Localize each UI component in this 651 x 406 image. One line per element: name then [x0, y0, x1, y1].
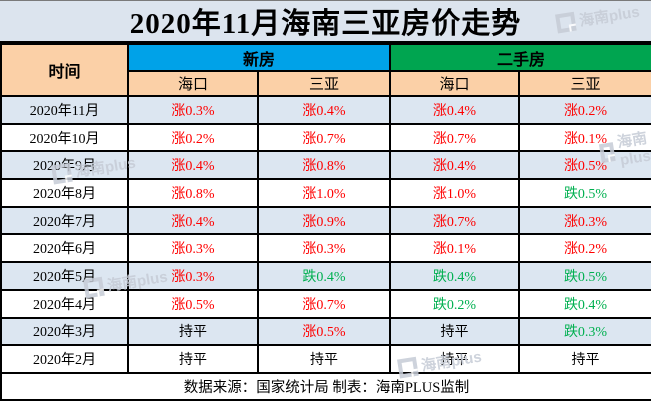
value-cell: 涨0.4%	[389, 150, 521, 181]
value-cell: 涨0.9%	[256, 205, 392, 236]
footer-note: 数据来源：国家统计局 制表：海南PLUS监制	[0, 371, 651, 401]
value-cell: 涨0.5%	[127, 288, 259, 319]
value-cell: 涨0.4%	[127, 150, 259, 181]
value-cell: 涨0.4%	[127, 205, 259, 236]
page-title: 2020年11月海南三亚房价走势	[0, 0, 651, 43]
month-cell: 2020年8月	[0, 178, 129, 208]
value-cell: 涨0.8%	[256, 150, 392, 181]
table-row: 2020年2月 持平 持平 持平 持平	[0, 344, 651, 374]
value-cell: 持平	[256, 344, 392, 374]
value-cell: 跌0.4%	[518, 288, 651, 319]
value-cell: 跌0.2%	[389, 288, 521, 319]
value-cell: 持平	[518, 344, 651, 374]
value-cell: 涨0.3%	[127, 261, 259, 291]
value-cell: 涨0.2%	[518, 233, 651, 264]
value-cell: 涨0.7%	[389, 205, 521, 236]
sub-header-row: 海口 三亚 海口 三亚	[1, 70, 651, 97]
price-table: 时间 新房 二手房 海口 三亚 海口 三亚 2020年11月 涨0.3% 涨0.4%…	[0, 43, 651, 401]
value-cell: 涨0.7%	[256, 122, 392, 153]
value-cell: 涨0.3%	[256, 233, 392, 264]
month-cell: 2020年3月	[0, 316, 129, 347]
sub-header-new-sanya: 三亚	[256, 70, 392, 97]
table-row: 2020年7月 涨0.4% 涨0.9% 涨0.7% 涨0.3%	[0, 205, 651, 236]
month-cell: 2020年9月	[0, 150, 129, 181]
value-cell: 跌0.5%	[518, 178, 651, 208]
month-cell: 2020年5月	[0, 261, 129, 291]
value-cell: 涨1.0%	[256, 178, 392, 208]
value-cell: 涨0.5%	[256, 316, 392, 347]
month-cell: 2020年2月	[0, 344, 129, 374]
sub-header-secondhand-sanya: 三亚	[518, 70, 651, 97]
value-cell: 跌0.4%	[256, 261, 392, 291]
value-cell: 持平	[127, 316, 259, 347]
value-cell: 持平	[389, 316, 521, 347]
table-row: 2020年9月 涨0.4% 涨0.8% 涨0.4% 涨0.5%	[0, 150, 651, 181]
value-cell: 涨0.2%	[518, 95, 651, 125]
value-cell: 涨0.4%	[256, 95, 392, 125]
value-cell: 涨0.1%	[389, 233, 521, 264]
time-column-header: 时间	[0, 43, 129, 97]
value-cell: 跌0.3%	[518, 316, 651, 347]
month-cell: 2020年6月	[0, 233, 129, 264]
month-cell: 2020年4月	[0, 288, 129, 319]
value-cell: 持平	[389, 344, 521, 374]
value-cell: 涨0.3%	[518, 205, 651, 236]
value-cell: 涨0.2%	[127, 122, 259, 153]
value-cell: 持平	[127, 344, 259, 374]
month-cell: 2020年11月	[0, 95, 129, 125]
table-row: 2020年3月 持平 涨0.5% 持平 跌0.3%	[0, 316, 651, 347]
value-cell: 涨0.4%	[389, 95, 521, 125]
table-row: 2020年6月 涨0.3% 涨0.3% 涨0.1% 涨0.2%	[0, 233, 651, 264]
table-row: 2020年10月 涨0.2% 涨0.7% 涨0.7% 涨0.1%	[0, 122, 651, 153]
table-row: 2020年4月 涨0.5% 涨0.7% 跌0.2% 跌0.4%	[0, 288, 651, 319]
value-cell: 涨0.8%	[127, 178, 259, 208]
value-cell: 涨0.3%	[127, 95, 259, 125]
value-cell: 涨0.3%	[127, 233, 259, 264]
group-header-secondhand-housing: 二手房	[389, 43, 651, 72]
value-cell: 跌0.4%	[389, 261, 521, 291]
value-cell: 涨0.5%	[518, 150, 651, 181]
group-header-row: 时间 新房 二手房	[0, 43, 651, 97]
group-header-new-housing: 新房	[126, 43, 392, 72]
value-cell: 涨0.7%	[389, 122, 521, 153]
month-cell: 2020年10月	[0, 122, 129, 153]
footer-row: 数据来源：国家统计局 制表：海南PLUS监制	[0, 371, 651, 401]
table-row: 2020年8月 涨0.8% 涨1.0% 涨1.0% 跌0.5%	[0, 178, 651, 208]
month-cell: 2020年7月	[0, 205, 129, 236]
table-row: 2020年5月 涨0.3% 跌0.4% 跌0.4% 跌0.5%	[0, 261, 651, 291]
table-row: 2020年11月 涨0.3% 涨0.4% 涨0.4% 涨0.2%	[0, 95, 651, 125]
value-cell: 跌0.5%	[518, 261, 651, 291]
value-cell: 涨0.7%	[256, 288, 392, 319]
sub-header-new-haikou: 海口	[127, 70, 259, 97]
sub-header-secondhand-haikou: 海口	[389, 70, 521, 97]
value-cell: 涨0.1%	[518, 122, 651, 153]
value-cell: 涨1.0%	[389, 178, 521, 208]
